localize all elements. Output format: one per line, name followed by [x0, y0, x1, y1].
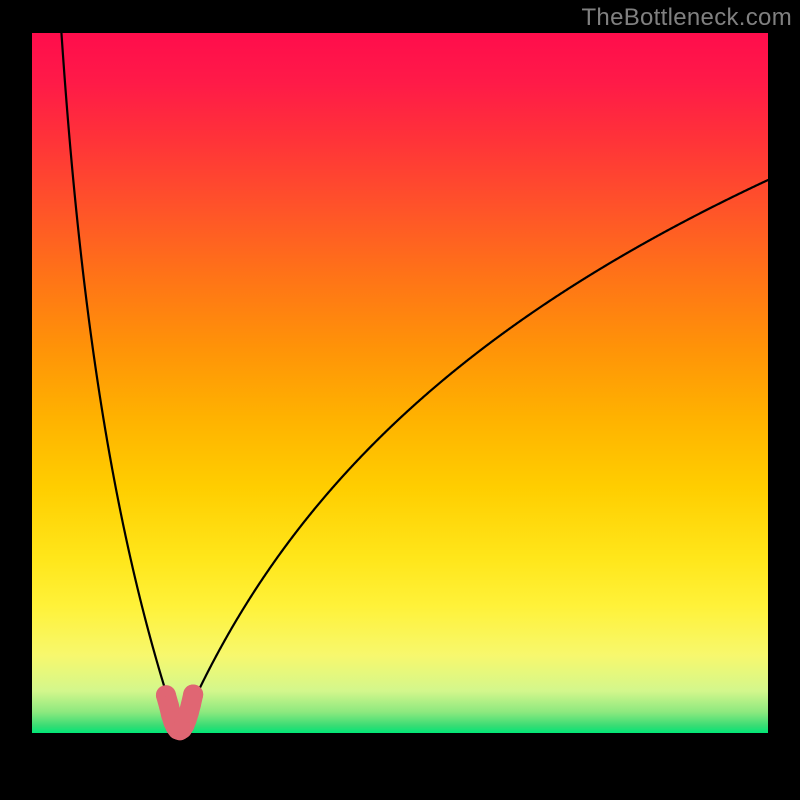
bottleneck-chart: TheBottleneck.com [0, 0, 800, 800]
watermark-text: TheBottleneck.com [581, 4, 792, 32]
chart-canvas [0, 0, 800, 800]
highlight-marker [183, 685, 203, 705]
gradient-background [32, 33, 768, 733]
